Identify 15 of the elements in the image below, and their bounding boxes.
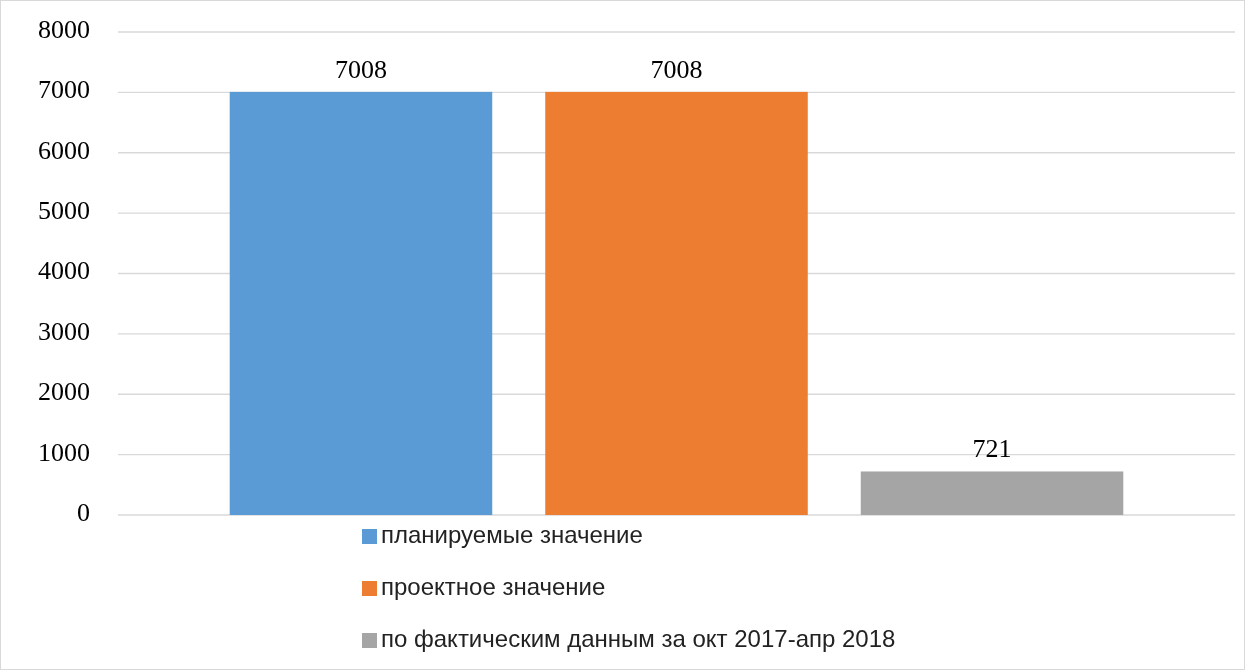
y-tick-label: 1000: [38, 437, 90, 467]
y-tick-label: 4000: [38, 256, 90, 286]
y-tick-label: 6000: [38, 135, 90, 165]
legend-label: планируемые значение: [381, 521, 643, 549]
y-tick-label: 8000: [38, 14, 90, 44]
data-label: 7008: [650, 54, 703, 84]
y-tick-label: 2000: [38, 377, 90, 407]
data-label: 7008: [334, 54, 387, 84]
data-label: 721: [972, 434, 1012, 464]
legend-label: проектное значение: [381, 573, 606, 601]
legend-label: по фактическим данным за окт 2017-апр 2018: [381, 625, 896, 653]
y-tick-label: 5000: [38, 196, 90, 226]
y-tick-label: 3000: [38, 316, 90, 346]
y-tick-label: 7000: [38, 75, 90, 105]
y-tick-label: 0: [77, 497, 90, 527]
